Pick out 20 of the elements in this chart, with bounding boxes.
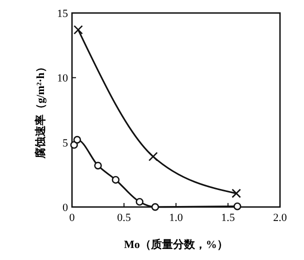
- point: [70, 141, 78, 149]
- x-tick-label: 2.0: [273, 212, 288, 224]
- point: [234, 202, 242, 210]
- point: [94, 162, 102, 170]
- point: [148, 152, 158, 162]
- y-tick-label: 15: [57, 8, 68, 20]
- point: [112, 176, 120, 184]
- x-tick-label: 0.5: [117, 212, 132, 224]
- y-tick-label: 5: [62, 137, 68, 150]
- x-tick-label: 1.5: [221, 212, 236, 224]
- y-tick-label: 0: [62, 202, 68, 214]
- point: [232, 188, 242, 198]
- point: [136, 198, 144, 206]
- x-axis-title: Mo（质量分数，%）: [124, 238, 228, 251]
- point: [73, 136, 82, 144]
- x-tick-label: 1.0: [169, 212, 184, 224]
- point: [74, 25, 83, 35]
- y-tick-label: 10: [57, 72, 68, 85]
- point: [151, 203, 160, 211]
- y-axis-title: 腐蚀速率（g/m²·h）: [34, 62, 47, 160]
